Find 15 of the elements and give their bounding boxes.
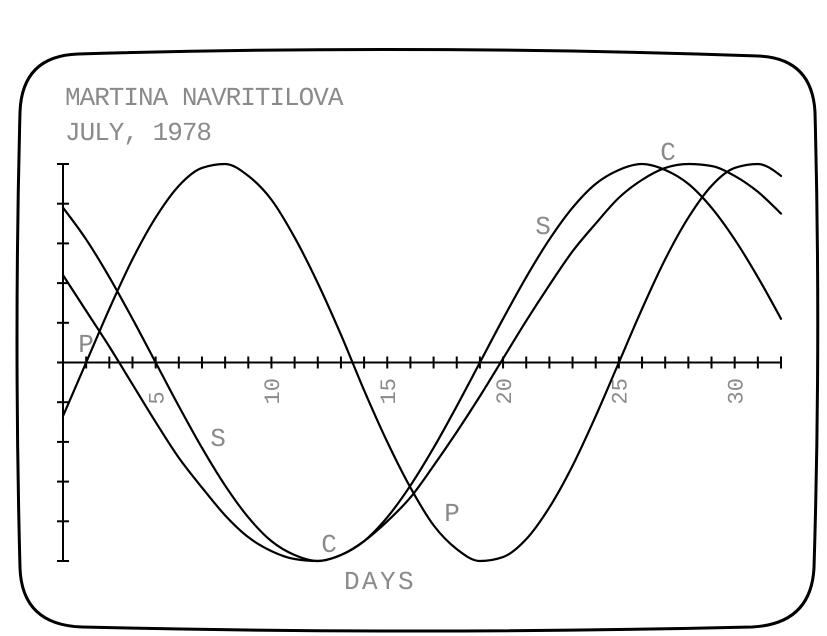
chart-subtitle: JULY, 1978 [65,118,212,148]
series-label: C [321,530,337,560]
text: S [210,424,226,454]
x-tick-label: 20 [492,378,518,404]
text: C [660,138,676,168]
x-tick-label: 10 [261,378,286,404]
legend-label: P [78,330,94,360]
x-tick-label: 30 [724,378,750,404]
x-tick-label: 5 [145,391,170,404]
chart-title: MARTINA NAVRITILOVA [65,83,344,113]
text: P [444,499,460,529]
x-axis-title: DAYS [344,567,416,597]
x-tick-label: 25 [608,378,634,404]
series-label: S [535,212,551,242]
x-tick-label: 15 [376,378,402,404]
